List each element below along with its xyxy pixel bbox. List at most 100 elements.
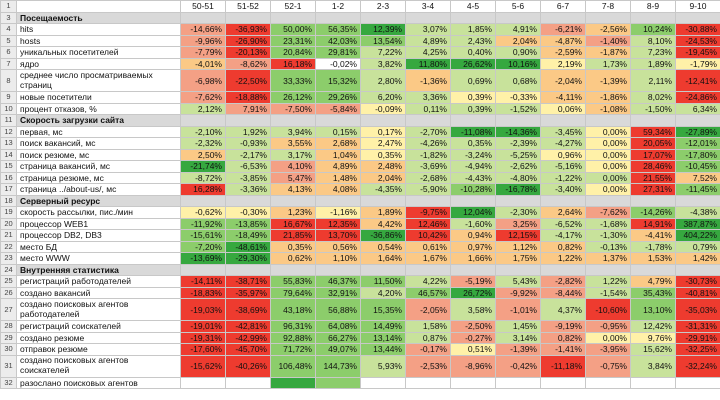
value-cell[interactable]: 21,85% (270, 229, 316, 242)
value-cell[interactable]: -4,87% (540, 34, 586, 47)
value-cell[interactable]: -0,13% (585, 240, 631, 253)
value-cell[interactable]: 16,18% (270, 57, 316, 70)
column-header[interactable]: 2-3 (360, 0, 406, 13)
value-cell[interactable]: -4,01% (180, 57, 226, 70)
row-number[interactable]: 15 (0, 160, 17, 173)
value-cell[interactable]: -9,75% (405, 206, 451, 219)
metric-label[interactable]: первая, мс (16, 125, 181, 138)
value-cell[interactable]: 10,16% (495, 57, 541, 70)
row-number[interactable]: 24 (0, 263, 17, 276)
value-cell[interactable]: -13,69% (180, 252, 226, 265)
value-cell[interactable]: -1,22% (540, 171, 586, 184)
value-cell[interactable]: 4,22% (405, 275, 451, 288)
value-cell[interactable]: 0,00% (585, 331, 631, 344)
row-number[interactable]: 31 (0, 354, 17, 378)
section-cell[interactable] (180, 194, 226, 207)
value-cell[interactable]: -5,25% (495, 148, 541, 161)
value-cell[interactable]: 12,04% (450, 206, 496, 219)
row-number[interactable]: 28 (0, 320, 17, 333)
section-cell[interactable] (495, 11, 541, 24)
value-cell[interactable]: -29,91% (675, 331, 720, 344)
metric-label[interactable]: разослано поисковых агентов (16, 376, 181, 389)
value-cell[interactable]: 0,39% (450, 91, 496, 104)
value-cell[interactable] (180, 376, 226, 389)
value-cell[interactable]: -11,92% (180, 217, 226, 230)
section-cell[interactable] (270, 11, 316, 24)
value-cell[interactable]: 2,43% (450, 34, 496, 47)
section-cell[interactable] (495, 263, 541, 276)
value-cell[interactable]: 1,12% (495, 240, 541, 253)
value-cell[interactable]: 16,67% (270, 217, 316, 230)
row-number[interactable]: 9 (0, 91, 17, 104)
value-cell[interactable]: -19,31% (180, 331, 226, 344)
value-cell[interactable]: 1,22% (585, 275, 631, 288)
value-cell[interactable]: -14,66% (180, 23, 226, 36)
value-cell[interactable]: 46,57% (405, 286, 451, 299)
value-cell[interactable]: -13,85% (225, 217, 271, 230)
row-number[interactable]: 11 (0, 114, 17, 127)
value-cell[interactable]: 1,10% (315, 252, 361, 265)
column-header[interactable]: 3-4 (405, 0, 451, 13)
value-cell[interactable]: 1,42% (675, 252, 720, 265)
value-cell[interactable]: -2,70% (405, 125, 451, 138)
value-cell[interactable]: -7,79% (180, 46, 226, 59)
value-cell[interactable]: 1,85% (450, 23, 496, 36)
value-cell[interactable]: 0,35% (360, 148, 406, 161)
value-cell[interactable]: -30,88% (675, 23, 720, 36)
value-cell[interactable]: -2,05% (405, 298, 451, 321)
value-cell[interactable]: -0,27% (450, 331, 496, 344)
value-cell[interactable]: -36,86% (360, 229, 406, 242)
value-cell[interactable]: -2,56% (585, 23, 631, 36)
value-cell[interactable]: 9,76% (630, 331, 676, 344)
value-cell[interactable]: -6,53% (225, 160, 271, 173)
column-header[interactable]: 9-10 (675, 0, 720, 13)
value-cell[interactable]: 8,10% (630, 34, 676, 47)
value-cell[interactable]: 29,81% (315, 46, 361, 59)
value-cell[interactable]: 0,06% (540, 102, 586, 115)
section-cell[interactable] (315, 194, 361, 207)
section-cell[interactable] (405, 114, 451, 127)
value-cell[interactable]: 2,50% (180, 148, 226, 161)
metric-label[interactable]: создано поисковых агентов соискателей (16, 354, 181, 378)
value-cell[interactable]: -1,39% (495, 343, 541, 356)
value-cell[interactable]: -7,50% (270, 102, 316, 115)
value-cell[interactable]: 0,54% (360, 240, 406, 253)
value-cell[interactable]: 4,89% (315, 160, 361, 173)
value-cell[interactable]: 3,14% (495, 331, 541, 344)
value-cell[interactable]: 46,37% (315, 275, 361, 288)
section-cell[interactable] (675, 194, 720, 207)
value-cell[interactable]: 404,22% (675, 229, 720, 242)
value-cell[interactable]: 2,68% (315, 137, 361, 150)
value-cell[interactable]: 2,48% (360, 160, 406, 173)
section-cell[interactable] (675, 11, 720, 24)
value-cell[interactable]: -9,96% (180, 34, 226, 47)
value-cell[interactable]: 26,62% (450, 57, 496, 70)
value-cell[interactable]: 2,47% (360, 137, 406, 150)
value-cell[interactable]: -1,78% (630, 240, 676, 253)
value-cell[interactable]: -1,40% (585, 34, 631, 47)
section-cell[interactable] (585, 263, 631, 276)
value-cell[interactable]: -6,52% (540, 217, 586, 230)
value-cell[interactable]: 1,73% (585, 57, 631, 70)
value-cell[interactable]: -40,26% (225, 354, 271, 378)
value-cell[interactable]: 13,14% (360, 331, 406, 344)
value-cell[interactable]: -7,62% (585, 206, 631, 219)
value-cell[interactable]: 16,28% (180, 183, 226, 196)
value-cell[interactable]: 2,04% (495, 34, 541, 47)
section-cell[interactable] (180, 263, 226, 276)
metric-label[interactable]: процессор DB2, DB3 (16, 229, 181, 242)
section-cell[interactable] (450, 114, 496, 127)
section-cell[interactable] (540, 263, 586, 276)
value-cell[interactable]: -2,10% (180, 125, 226, 138)
value-cell[interactable]: -3,95% (585, 343, 631, 356)
value-cell[interactable]: 2,80% (360, 69, 406, 92)
value-cell[interactable]: 13,70% (315, 229, 361, 242)
value-cell[interactable]: -0,62% (180, 206, 226, 219)
value-cell[interactable]: 144,73% (315, 354, 361, 378)
section-cell[interactable] (675, 114, 720, 127)
value-cell[interactable]: -1,79% (675, 57, 720, 70)
value-cell[interactable]: -5,90% (405, 183, 451, 196)
value-cell[interactable]: -4,41% (630, 229, 676, 242)
section-cell[interactable] (270, 114, 316, 127)
value-cell[interactable]: -32,25% (675, 343, 720, 356)
